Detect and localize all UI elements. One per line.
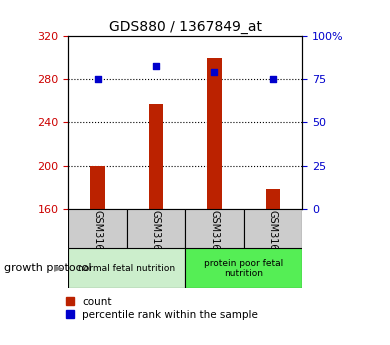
Bar: [207, 58, 222, 209]
Bar: [90, 166, 105, 209]
Bar: [68, 209, 127, 248]
Point: [211, 70, 218, 75]
Bar: [127, 209, 185, 248]
Point: [153, 63, 159, 68]
Text: GSM31630: GSM31630: [268, 210, 278, 263]
Bar: [244, 209, 302, 248]
Text: ►: ►: [54, 262, 63, 275]
Bar: [68, 248, 185, 288]
Bar: [185, 248, 302, 288]
Bar: [266, 189, 280, 209]
Legend: count, percentile rank within the sample: count, percentile rank within the sample: [66, 297, 258, 320]
Text: growth protocol: growth protocol: [4, 263, 92, 273]
Bar: [149, 104, 163, 209]
Text: GSM31629: GSM31629: [209, 210, 220, 263]
Text: GSM31628: GSM31628: [151, 210, 161, 263]
Title: GDS880 / 1367849_at: GDS880 / 1367849_at: [109, 20, 262, 34]
Bar: [185, 209, 244, 248]
Point: [270, 77, 276, 82]
Text: protein poor fetal
nutrition: protein poor fetal nutrition: [204, 258, 284, 278]
Text: normal fetal nutrition: normal fetal nutrition: [78, 264, 176, 273]
Text: GSM31627: GSM31627: [92, 210, 103, 263]
Point: [94, 77, 101, 82]
